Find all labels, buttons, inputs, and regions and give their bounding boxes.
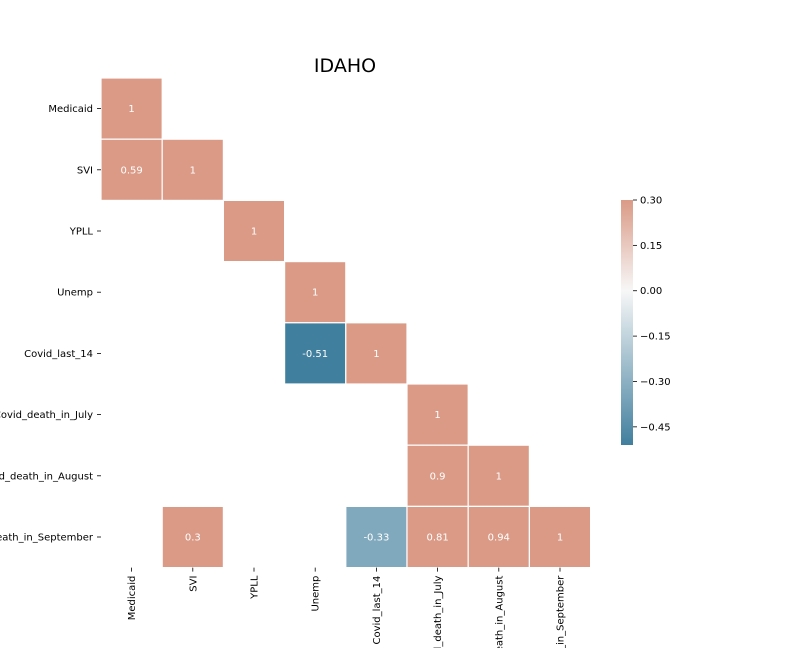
cell-value-label: 1 [434, 410, 440, 421]
cell-value-label: 0.9 [430, 471, 446, 482]
heatmap-cell-7-4 [345, 505, 408, 569]
column-tick-labels: Medicaid SVI YPLL Unemp Covid_last_14 Covid_d… [127, 567, 567, 648]
row-label-unemp: Unemp [57, 288, 93, 299]
row-label-covid-death-in-july: Covid_death_in_July [0, 410, 93, 421]
cell-value-label: 0.94 [488, 533, 510, 544]
row-label-covid-death-in-september: Covid_death_in_September [0, 533, 94, 544]
chart-title: IDAHO [314, 55, 376, 77]
column-label-unemp: Unemp [311, 576, 322, 612]
colorbar-tick-label: 0.30 [640, 196, 662, 207]
row-label-covid-death-in-august: Covid_death_in_August [0, 471, 93, 482]
row-tick-labels: Medicaid SVI YPLL Unemp Covid_last_14 Covid_d… [0, 104, 101, 544]
heatmap-cell-1-0 [100, 138, 163, 201]
column-label-covid-death-in-august: Covid_death_in_August [494, 576, 505, 648]
cell-value-label: 1 [128, 104, 134, 115]
cell-value-label: 0.59 [120, 165, 142, 176]
colorbar-tick-label: 0.15 [640, 241, 662, 252]
cell-value-label: 1 [312, 288, 318, 299]
colorbar-tick-label: −0.15 [640, 332, 671, 343]
cell-value-label: 0.3 [185, 533, 201, 544]
colorbar: 0.30 0.15 0.00 −0.15 −0.30 −0.45 [621, 196, 671, 445]
heatmap-cell-6-6 [467, 444, 531, 508]
colorbar-tick-label: 0.00 [640, 286, 662, 297]
heatmap-cells: 1 0.59 1 1 1 -0.51 1 1 0.9 1 0.3 -0.33 0.81 0.94 1 [100, 77, 592, 569]
cell-value-label: 1 [496, 471, 502, 482]
heatmap-cell-7-6 [467, 505, 531, 569]
cell-value-label: -0.51 [302, 349, 328, 360]
column-label-ypll: YPLL [250, 575, 261, 600]
colorbar-tick-label: −0.45 [640, 422, 671, 433]
colorbar-ticks: 0.30 0.15 0.00 −0.15 −0.30 −0.45 [633, 196, 671, 433]
heatmap-cell-2-2 [222, 199, 286, 263]
heatmap-cell-7-1 [161, 505, 224, 569]
row-label-svi: SVI [77, 165, 93, 176]
cell-value-label: 1 [251, 227, 257, 238]
colorbar-gradient [621, 200, 633, 445]
column-label-covid-death-in-september: Covid_death_in_September [556, 575, 567, 648]
heatmap-cell-1-1 [161, 138, 224, 201]
cell-value-label: -0.33 [363, 533, 389, 544]
heatmap-cell-0-0 [100, 77, 163, 140]
colorbar-tick-label: −0.30 [640, 377, 671, 388]
row-label-medicaid: Medicaid [48, 104, 93, 115]
cell-value-label: 0.81 [426, 533, 448, 544]
column-label-svi: SVI [188, 576, 199, 592]
row-label-ypll: YPLL [69, 227, 94, 238]
column-label-covid-last-14: Covid_last_14 [372, 576, 383, 645]
column-label-medicaid: Medicaid [127, 576, 138, 621]
cell-value-label: 1 [557, 533, 563, 544]
column-label-covid-death-in-july: Covid_death_in_July [433, 576, 444, 648]
row-label-covid-last-14: Covid_last_14 [24, 349, 93, 360]
heatmap-cell-4-3 [284, 322, 347, 385]
cell-value-label: 1 [373, 349, 379, 360]
heatmap-cell-5-5 [406, 383, 469, 446]
heatmap-cell-4-4 [345, 322, 408, 385]
cell-value-label: 1 [190, 165, 196, 176]
